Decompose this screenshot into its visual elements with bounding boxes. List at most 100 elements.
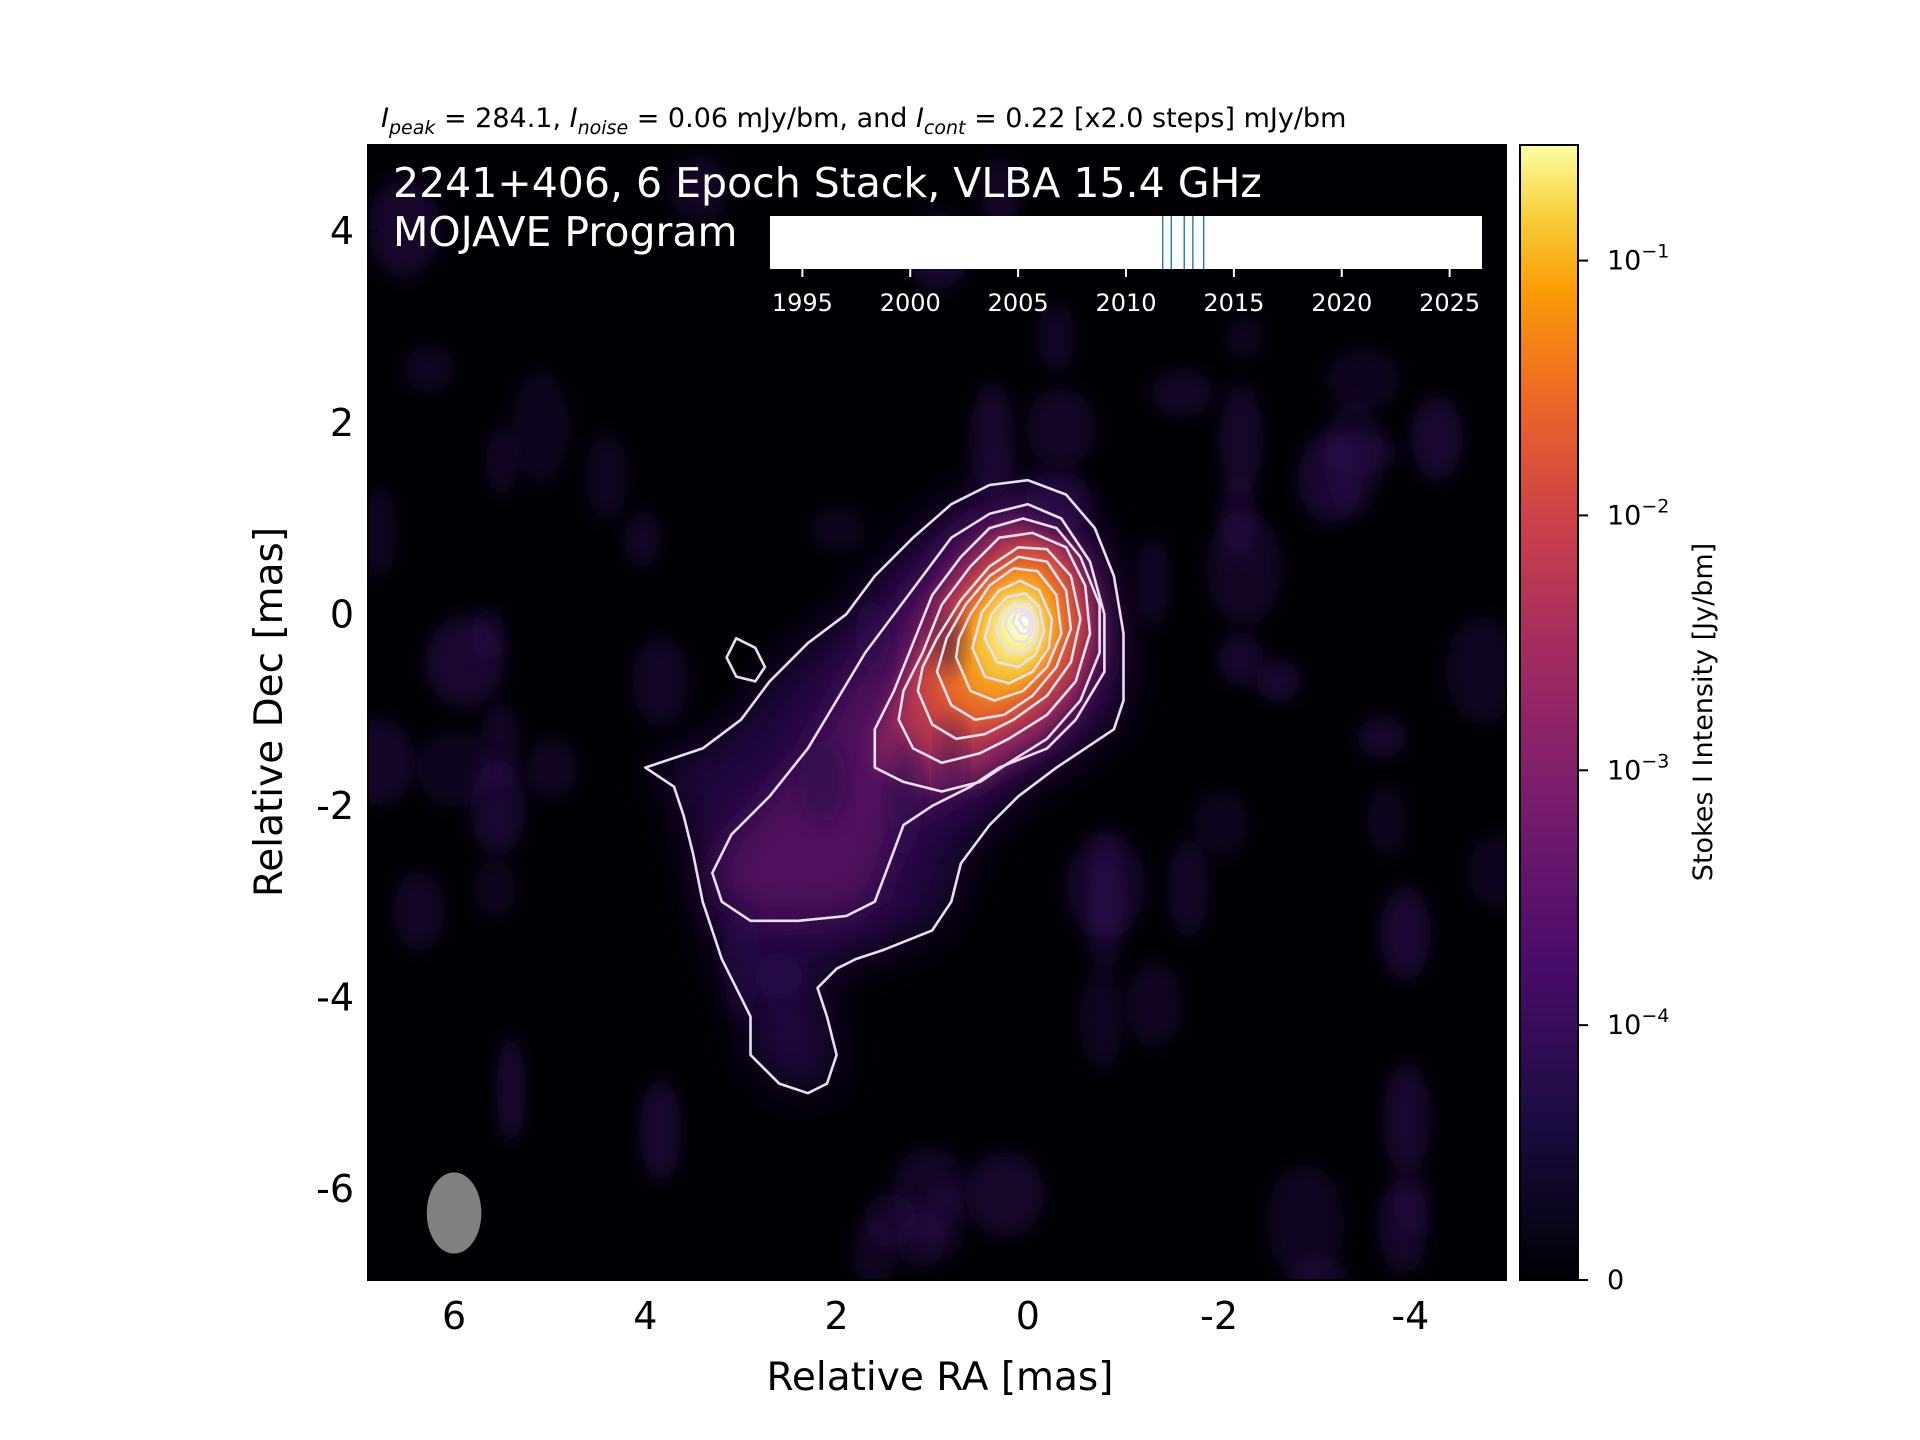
x-tick-label: 2 [824, 1294, 848, 1338]
colorbar-tick-label: 10−4 [1607, 1005, 1669, 1041]
noise-patch [965, 1152, 1045, 1237]
timeline-tick-label: 1995 [772, 289, 833, 317]
contour-line [873, 517, 1101, 793]
noise-patch [1151, 370, 1214, 417]
timeline-tick-label: 2025 [1419, 289, 1480, 317]
noise-patch [969, 384, 1016, 499]
colorbar-ticks: 0 10−4 10−3 10−2 10−1 [1578, 241, 1669, 1296]
x-tick-label: -2 [1200, 1294, 1238, 1338]
y-tick-label: -6 [316, 1167, 354, 1211]
noise-patch [632, 637, 688, 726]
noise-patch [1207, 509, 1282, 626]
noise-patch [811, 506, 866, 554]
contour-line [916, 546, 1082, 741]
noise-patch [1219, 383, 1263, 497]
noise-patch [526, 737, 578, 799]
image-stats-header: Ipeak = 284.1, Inoise = 0.06 mJy/bm, and… [381, 103, 1346, 139]
noise-patch [585, 433, 628, 521]
noise-patch [393, 871, 445, 952]
noise-patch [1079, 966, 1123, 1071]
colorbar-label: Stokes I Intensity [Jy/bm] [1688, 543, 1719, 881]
contour-line [897, 531, 1092, 765]
noise-patch [887, 745, 923, 858]
noise-patch [722, 901, 760, 1021]
noise-patch [1193, 790, 1249, 857]
noise-patch [404, 345, 455, 393]
contour-line [971, 579, 1054, 685]
x-axis-ticks: 6 4 2 0 -2 -4 [442, 1270, 1429, 1338]
x-axis-label: Relative RA [mas] [767, 1355, 1114, 1400]
x-tick-label: -4 [1391, 1294, 1429, 1338]
contour-line [1017, 614, 1032, 629]
noise-patch [1411, 396, 1463, 481]
noise-patch [1392, 1170, 1431, 1235]
contour-line [954, 567, 1063, 702]
map-frame [367, 144, 1507, 1281]
x-tick-label: 0 [1016, 1294, 1040, 1338]
noise-patch [1126, 961, 1183, 1048]
noise-patch [1168, 839, 1209, 938]
colorbar-tick-label: 10−3 [1607, 750, 1669, 786]
y-tick-label: 0 [330, 592, 354, 636]
noise-patch [1326, 349, 1401, 411]
noise-patch [368, 178, 441, 278]
noise-patch [798, 739, 847, 823]
noise-patch [1357, 717, 1407, 758]
program-title: MOJAVE Program [393, 208, 737, 256]
y-axis-label: Relative Dec [mas] [247, 527, 292, 897]
noise-patch [472, 608, 505, 662]
timeline-tick-label: 2015 [1203, 289, 1264, 317]
noise-patch [1066, 833, 1146, 939]
noise-patch [755, 952, 802, 999]
y-tick-label: -4 [316, 975, 354, 1019]
noise-patch [496, 1036, 526, 1144]
colorbar-frame [1519, 144, 1579, 1281]
noise-patch [1226, 315, 1263, 359]
epoch-timeline: 1995 2000 2005 2010 2015 2020 2025 [770, 216, 1482, 317]
contour-line [935, 555, 1073, 721]
contour-line [725, 637, 767, 683]
noise-patch [1446, 616, 1506, 725]
epoch-lines [1161, 216, 1205, 269]
x-tick-label: 6 [442, 1294, 466, 1338]
noise-patch [368, 485, 397, 580]
noise-patch [624, 510, 660, 568]
noise-patch [1288, 1255, 1349, 1280]
noise-patch [639, 1079, 682, 1182]
timeline-tick-label: 2010 [1095, 289, 1156, 317]
noise-patch [865, 1194, 918, 1247]
noise-patch [1324, 399, 1383, 517]
contour-line [995, 601, 1039, 654]
contour-line [983, 592, 1046, 669]
y-axis-ticks: 4 2 0 -2 -4 -6 [316, 209, 378, 1211]
timeline-tick-label: 2020 [1311, 289, 1372, 317]
noise-patch [1380, 886, 1431, 981]
noise-patch [511, 371, 570, 485]
y-tick-label: 4 [330, 209, 354, 253]
noise-patch [1037, 303, 1075, 372]
noise-patch [1256, 660, 1301, 702]
contour-line [644, 478, 1125, 1095]
noise-patch [474, 859, 516, 919]
noise-patch [981, 158, 1020, 233]
x-tick-label: 4 [633, 1294, 657, 1338]
timeline-tick-label: 2005 [988, 289, 1049, 317]
timeline-tick-label: 2000 [880, 289, 941, 317]
source-title: 2241+406, 6 Epoch Stack, VLBA 15.4 GHz [393, 159, 1262, 207]
colorbar-tick-label: 0 [1607, 1265, 1624, 1296]
intensity-map [368, 145, 1506, 1280]
beam-ellipse [426, 1172, 482, 1254]
colorbar: 0 10−4 10−3 10−2 10−1 Stokes I Intensity [Jy… [1519, 144, 1719, 1296]
noise-patch [669, 155, 730, 222]
colorbar-gradient [1520, 145, 1578, 1280]
emission-blob [1019, 615, 1030, 628]
noise-patch [1468, 834, 1506, 910]
colorbar-tick-label: 10−2 [1607, 495, 1669, 531]
noise-patch [486, 425, 518, 496]
timeline-box [770, 216, 1482, 269]
noise-patch [1026, 387, 1095, 469]
colorbar-tick-label: 10−1 [1607, 241, 1669, 277]
noise-patch [1383, 1062, 1431, 1177]
contour-layer [644, 478, 1125, 1095]
